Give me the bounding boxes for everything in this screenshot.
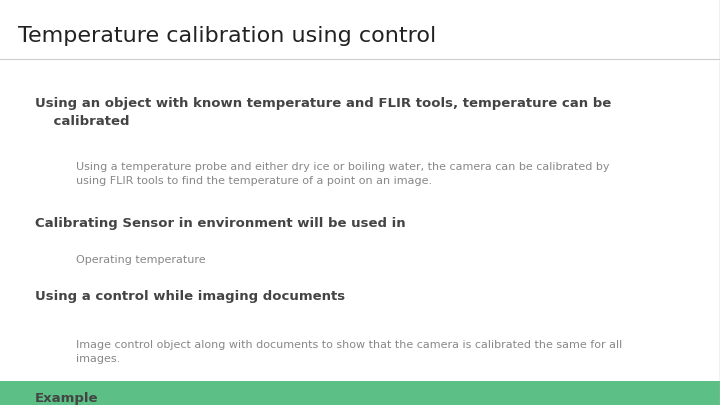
Bar	[0, 381, 720, 405]
Text: Calibrating Sensor in environment will be used in: Calibrating Sensor in environment will b…	[35, 217, 405, 230]
Text: Temperature calibration using control: Temperature calibration using control	[18, 26, 436, 46]
Text: Operating temperature: Operating temperature	[76, 255, 205, 265]
Text: Using an object with known temperature and FLIR tools, temperature can be
    ca: Using an object with known temperature a…	[35, 97, 611, 128]
Text: Using a control while imaging documents: Using a control while imaging documents	[35, 290, 345, 303]
Text: Image control object along with documents to show that the camera is calibrated : Image control object along with document…	[76, 340, 622, 364]
Text: Example: Example	[35, 392, 98, 405]
Text: Using a temperature probe and either dry ice or boiling water, the camera can be: Using a temperature probe and either dry…	[76, 162, 609, 185]
